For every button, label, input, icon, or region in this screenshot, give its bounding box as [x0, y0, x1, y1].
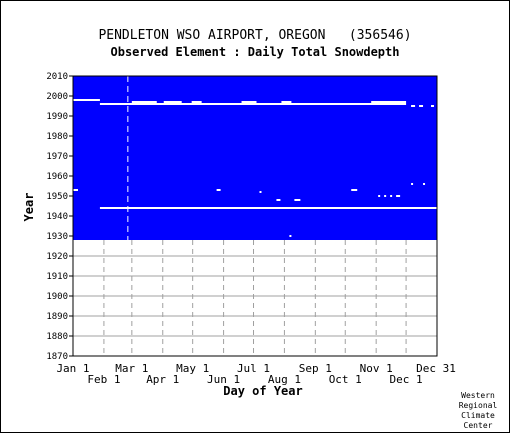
y-tick-label: 1900: [46, 292, 68, 302]
missing-data-segment: [390, 195, 393, 197]
x-tick-label: Jul 1: [237, 362, 270, 375]
missing-data-segment: [396, 195, 401, 197]
missing-data-segment: [289, 235, 292, 237]
x-tick-label: Apr 1: [146, 373, 179, 386]
y-tick-label: 1920: [46, 252, 68, 262]
missing-data-segment: [216, 189, 221, 191]
x-axis-ticks: Jan 1 Mar 1 May 1 Jul 1 Sep 1 Nov 1 Dec 31 Feb …: [56, 362, 455, 386]
y-tick-label: 2000: [46, 92, 68, 102]
grid-lines: [69, 75, 438, 357]
credit-block: Western Regional Climate Center: [459, 391, 498, 430]
missing-data-segment: [131, 101, 157, 103]
missing-data-segment: [423, 183, 426, 185]
missing-data-segment: [99, 207, 437, 209]
missing-data-segment: [411, 105, 416, 107]
missing-data-segment: [294, 199, 301, 201]
chart-subtitle: Observed Element : Daily Total Snowdepth: [111, 45, 400, 59]
missing-data-segment: [431, 105, 435, 107]
credit-line: Regional: [459, 401, 498, 410]
missing-data-segment: [378, 195, 381, 197]
y-tick-label: 1970: [46, 152, 68, 162]
x-tick-label: Jan 1: [56, 362, 89, 375]
y-tick-label: 1870: [46, 352, 68, 362]
missing-data-segment: [73, 189, 78, 191]
missing-data-segment: [99, 103, 407, 105]
x-tick-label: Feb 1: [87, 373, 120, 386]
y-tick-label: 1880: [46, 332, 68, 342]
chart-title: PENDLETON WSO AIRPORT, OREGON (356546): [98, 28, 411, 43]
y-tick-label: 1950: [46, 192, 68, 202]
missing-data-segment: [281, 101, 292, 103]
y-axis-label: Year: [22, 193, 36, 222]
missing-data-segment: [371, 101, 407, 103]
missing-data-segment: [351, 189, 358, 191]
plot-border: [72, 75, 438, 357]
credit-line: Center: [464, 421, 493, 430]
missing-data-segment: [163, 101, 182, 103]
missing-data-segment: [411, 183, 414, 185]
missing-data-segment: [276, 199, 281, 201]
missing-data-segment: [73, 99, 100, 101]
credit-line: Western: [461, 391, 495, 400]
missing-data-segment: [241, 101, 257, 103]
x-tick-label: Mar 1: [115, 362, 148, 375]
y-tick-label: 1910: [46, 272, 68, 282]
y-axis-ticks: 1870 1880 1890 1900 1910 1920 1930 1940 1950 1960…: [46, 72, 68, 362]
x-tick-label: Dec 31: [416, 362, 456, 375]
missing-data-segment: [384, 195, 387, 197]
y-tick-label: 1890: [46, 312, 68, 322]
missing-data-segment: [419, 105, 424, 107]
x-tick-label: Aug 1: [268, 373, 301, 386]
y-tick-label: 2010: [46, 72, 68, 82]
x-tick-label: Oct 1: [329, 373, 362, 386]
y-tick-label: 1930: [46, 232, 68, 242]
plot-area: [73, 76, 437, 240]
x-tick-label: Nov 1: [360, 362, 393, 375]
missing-data-segment: [191, 101, 202, 103]
missing-data-segment: [259, 191, 262, 193]
x-axis-label: Day of Year: [223, 384, 302, 398]
y-tick-label: 1940: [46, 212, 68, 222]
y-tick-label: 1990: [46, 112, 68, 122]
y-tick-label: 1960: [46, 172, 68, 182]
x-tick-label: Dec 1: [390, 373, 423, 386]
y-tick-label: 1980: [46, 132, 68, 142]
credit-line: Climate: [461, 411, 495, 420]
x-tick-label: Jun 1: [207, 373, 240, 386]
x-tick-label: Sep 1: [299, 362, 332, 375]
x-tick-label: May 1: [176, 362, 209, 375]
